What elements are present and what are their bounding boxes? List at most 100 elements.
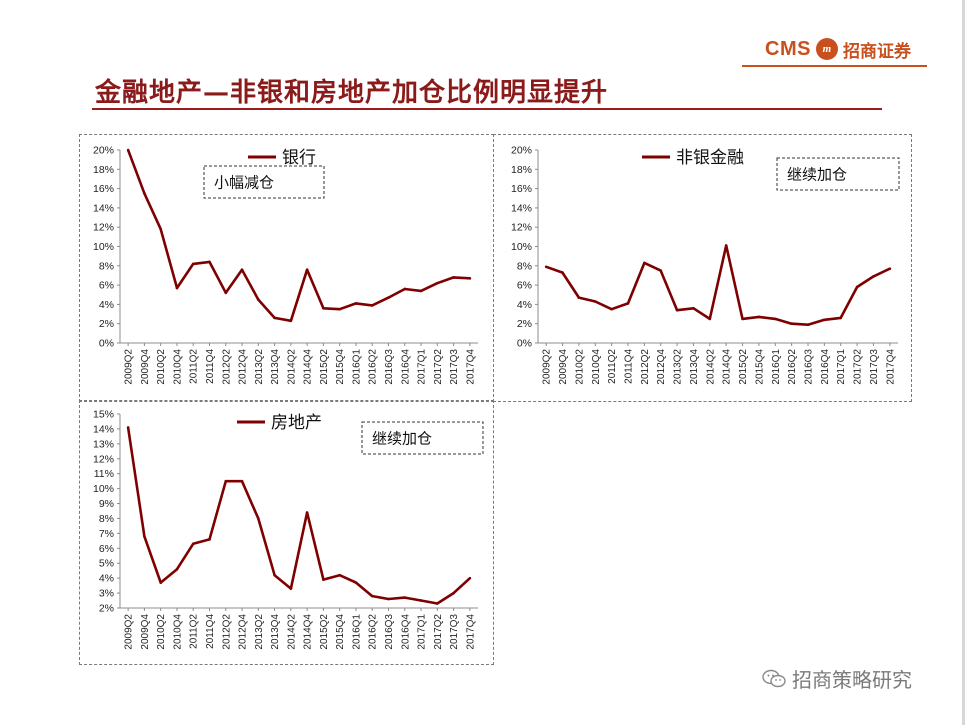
logo-text: CMS: [765, 37, 811, 60]
x-tick-label: 2014Q2: [286, 349, 297, 385]
x-tick-label: 2013Q2: [254, 349, 265, 385]
x-tick-label: 2009Q4: [140, 614, 151, 650]
x-tick-label: 2016Q2: [787, 349, 798, 385]
y-tick-label: 14%: [511, 202, 532, 214]
data-point: [289, 587, 293, 590]
data-point: [387, 597, 390, 601]
x-tick-label: 2015Q2: [738, 349, 749, 385]
data-point: [208, 260, 211, 264]
y-tick-label: 6%: [99, 280, 114, 292]
title-divider: [92, 108, 882, 110]
x-tick-label: 2016Q3: [384, 349, 395, 385]
y-tick-label: 10%: [93, 241, 114, 253]
x-tick-label: 2014Q2: [286, 614, 297, 650]
x-tick-label: 2016Q1: [351, 614, 362, 650]
data-point: [175, 286, 179, 290]
y-tick-label: 20%: [93, 145, 114, 157]
data-point: [126, 148, 130, 152]
x-tick-label: 2009Q4: [558, 349, 569, 385]
data-point: [143, 192, 146, 195]
chart-panel-nonbank: 0% 2% 4% 6% 8% 10% 12% 14% 16% 18% 20% 2009Q2 2009Q4…: [493, 134, 912, 402]
data-point: [191, 262, 195, 266]
y-tick-label: 10%: [511, 241, 532, 253]
x-tick-label: 2012Q4: [238, 349, 249, 385]
x-tick-label: 2015Q2: [319, 349, 330, 385]
x-tick-label: 2017Q2: [853, 349, 864, 385]
y-tick-label: 18%: [93, 164, 114, 176]
y-tick-label: 14%: [93, 423, 114, 435]
x-tick-label: 2016Q1: [771, 349, 782, 385]
data-point: [544, 265, 548, 269]
data-point: [403, 596, 407, 599]
x-tick-label: 2012Q4: [656, 349, 667, 385]
data-point: [370, 594, 374, 598]
data-point: [468, 277, 472, 280]
series-line: [545, 244, 891, 326]
y-tick-label: 8%: [99, 260, 114, 272]
x-tick-label: 2010Q4: [172, 614, 183, 650]
x-tick-label: 2016Q4: [400, 614, 411, 650]
data-point: [338, 307, 341, 311]
data-point: [643, 261, 646, 265]
annotation-box: [203, 165, 325, 199]
series-line: [126, 149, 470, 323]
y-tick-label: 12%: [93, 222, 114, 234]
x-tick-label: 2016Q4: [820, 349, 831, 385]
x-tick-label: 2011Q2: [607, 349, 618, 384]
x-tick-label: 2016Q2: [368, 349, 379, 385]
data-point: [289, 319, 293, 323]
y-tick-label: 6%: [517, 280, 532, 292]
data-point: [143, 535, 146, 538]
x-tick-label: 2011Q2: [189, 614, 200, 649]
y-tick-label: 4%: [517, 299, 532, 311]
data-point: [322, 306, 325, 310]
y-tick-label: 8%: [99, 513, 114, 525]
data-point: [159, 581, 162, 584]
x-tick-label: 2017Q1: [417, 614, 428, 650]
data-point: [208, 538, 211, 541]
legend-label: 银行: [282, 148, 316, 168]
data-point: [773, 317, 777, 321]
x-tick-label: 2010Q4: [172, 349, 183, 385]
series-line: [126, 427, 471, 605]
data-point: [240, 268, 244, 271]
y-tick-label: 2%: [99, 603, 114, 615]
x-tick-label: 2009Q2: [124, 614, 135, 650]
annotation-text: 小幅减仓: [214, 174, 274, 192]
data-point: [741, 317, 744, 321]
y-tick-label: 3%: [99, 588, 114, 600]
y-tick-label: 12%: [511, 222, 532, 234]
y-tick-label: 20%: [511, 145, 532, 157]
legend-label: 房地产: [271, 413, 322, 433]
data-point: [240, 479, 244, 483]
y-tick-label: 2%: [99, 318, 114, 330]
watermark: 招商策略研究: [762, 664, 912, 693]
data-point: [370, 304, 374, 307]
data-point: [354, 581, 358, 584]
x-tick-label: 2015Q4: [335, 349, 346, 385]
data-point: [610, 307, 613, 311]
x-tick-label: 2011Q4: [205, 614, 216, 649]
data-point: [888, 267, 892, 270]
x-tick-label: 2015Q2: [319, 614, 330, 650]
data-point: [419, 599, 423, 602]
y-tick-label: 15%: [93, 409, 114, 421]
realestate-line-chart: 2% 3% 4% 5% 6% 7% 8% 9% 10% 11% 12% 13% 14% 15% 2009Q2…: [93, 409, 484, 650]
y-tick-label: 14%: [93, 202, 114, 214]
y-tick-label: 10%: [93, 483, 114, 495]
x-tick-label: 2014Q4: [722, 349, 733, 385]
data-point: [436, 602, 439, 605]
x-tick-label: 2012Q4: [238, 614, 249, 650]
wechat-icon: [762, 669, 786, 689]
y-tick-label: 16%: [511, 183, 532, 195]
x-tick-label: 2011Q4: [205, 349, 216, 384]
x-tick-label: 2017Q2: [433, 349, 444, 385]
y-tick-label: 6%: [99, 543, 114, 555]
y-tick-label: 0%: [99, 338, 114, 350]
data-point: [855, 285, 859, 289]
data-point: [561, 271, 564, 274]
x-tick-label: 2010Q2: [574, 349, 585, 385]
y-tick-label: 8%: [517, 260, 532, 272]
data-point: [452, 276, 455, 279]
data-point: [872, 275, 875, 278]
